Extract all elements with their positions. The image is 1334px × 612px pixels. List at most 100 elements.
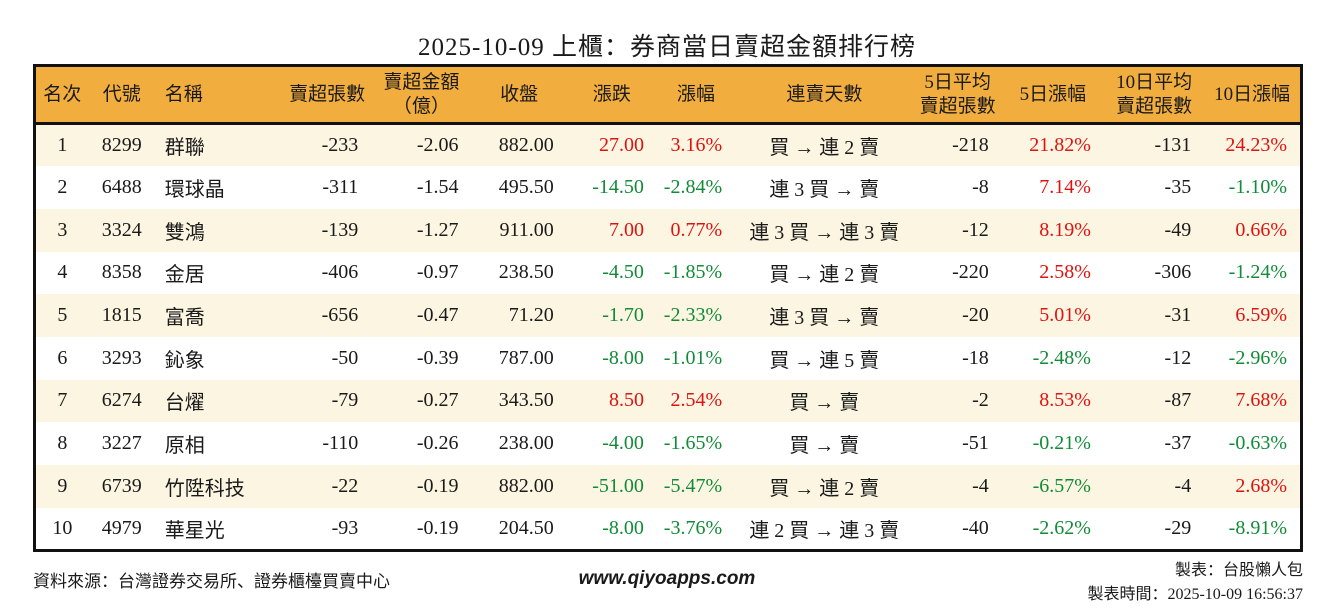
cell-pct5: -2.62%: [1032, 516, 1091, 539]
cell-rank: 7: [57, 389, 68, 412]
cell-sell_volume: -406: [321, 261, 359, 284]
cell-name: 富喬: [164, 307, 205, 330]
cell-avg5: -12: [962, 218, 989, 241]
cell-sell_amount: -0.19: [416, 516, 459, 539]
cell-close: 343.50: [498, 389, 554, 412]
cell-change: -4.00: [602, 432, 644, 455]
cell-pct5: 8.53%: [1039, 389, 1091, 412]
col-header-rank: 名次: [34, 65, 89, 125]
table-row: 6 3293 鈊象 -50 -0.39 787.00 -8.00 -1.01% 買 → 連 5 …: [34, 336, 1302, 380]
col-header-avg10: 10日平均 賣超張數: [1103, 65, 1205, 125]
cell-pct5: 2.58%: [1039, 261, 1091, 284]
table-row: 8 3227 原相 -110 -0.26 238.00 -4.00 -1.65% 買 → 賣 -5…: [34, 422, 1302, 465]
cell-pct10: -2.96%: [1228, 346, 1287, 369]
cell-change_pct: -3.76%: [663, 516, 723, 539]
table-header: 名次 代號 名稱 賣超張數 賣超金額 （億） 收盤 漲跌 漲幅 連賣天數 5日平均 賣超張數 5日漲…: [34, 65, 1302, 125]
cell-name: 華星光: [164, 519, 225, 542]
cell-change_pct: -2.33%: [663, 304, 723, 327]
cell-avg10: -29: [1164, 516, 1192, 539]
table-row: 2 6488 環球晶 -311 -1.54 495.50 -14.50 -2.84% 連 3 買…: [34, 166, 1302, 209]
cell-avg10: -35: [1164, 176, 1192, 199]
cell-pct10: -8.91%: [1228, 516, 1287, 539]
cell-sell_volume: -93: [331, 516, 359, 539]
col-header-code: 代號: [88, 65, 155, 125]
cell-name: 環球晶: [164, 179, 225, 202]
cell-name: 雙鴻: [164, 221, 205, 244]
cell-code: 8358: [101, 261, 142, 284]
cell-change: -51.00: [592, 474, 644, 497]
cell-pct5: -2.48%: [1032, 346, 1091, 369]
table-row: 10 4979 華星光 -93 -0.19 204.50 -8.00 -3.76% 連 2 買 …: [34, 507, 1302, 551]
cell-code: 3324: [101, 218, 142, 241]
cell-avg5: -40: [962, 516, 989, 539]
table-row: 3 3324 雙鴻 -139 -1.27 911.00 7.00 0.77% 連 3 買 → 連…: [34, 208, 1302, 252]
cell-streak: 買 → 賣: [789, 435, 860, 458]
cell-close: 238.50: [498, 261, 554, 284]
ranking-table: 名次 代號 名稱 賣超張數 賣超金額 （億） 收盤 漲跌 漲幅 連賣天數 5日平均 賣超張數 5日漲…: [33, 64, 1303, 552]
cell-rank: 6: [57, 346, 68, 369]
table-row: 5 1815 富喬 -656 -0.47 71.20 -1.70 -2.33% 連 3 買 → …: [34, 294, 1302, 337]
cell-avg5: -220: [952, 261, 989, 284]
data-source-note: 資料來源：台灣證券交易所、證券櫃檯買賣中心: [33, 572, 390, 591]
cell-change: -1.70: [602, 304, 644, 327]
cell-name: 竹陞科技: [164, 477, 245, 500]
cell-rank: 9: [57, 474, 68, 497]
generated-timestamp: 製表時間：2025-10-09 16:56:37: [1087, 586, 1303, 603]
cell-pct5: -0.21%: [1032, 432, 1091, 455]
col-header-streak: 連賣天數: [735, 65, 914, 125]
cell-code: 8299: [101, 134, 142, 157]
cell-rank: 1: [57, 134, 68, 157]
cell-change: -8.00: [602, 516, 644, 539]
cell-sell_amount: -0.19: [416, 474, 459, 497]
cell-streak: 買 → 連 2 賣: [769, 264, 880, 287]
cell-avg10: -306: [1154, 261, 1192, 284]
cell-close: 882.00: [498, 134, 554, 157]
cell-change: -8.00: [602, 346, 644, 369]
cell-pct10: 7.68%: [1235, 389, 1287, 412]
cell-name: 金居: [164, 264, 205, 287]
cell-sell_volume: -311: [322, 176, 359, 199]
cell-streak: 買 → 連 2 賣: [769, 477, 880, 500]
cell-sell_amount: -0.97: [416, 261, 459, 284]
cell-change_pct: -1.01%: [663, 346, 723, 369]
cell-change_pct: 3.16%: [670, 134, 723, 157]
cell-change_pct: -2.84%: [663, 176, 723, 199]
cell-change_pct: -5.47%: [663, 474, 723, 497]
cell-sell_volume: -22: [331, 474, 359, 497]
cell-streak: 連 2 買 → 連 3 賣: [749, 519, 900, 542]
cell-avg10: -87: [1164, 389, 1192, 412]
cell-rank: 10: [52, 516, 73, 539]
cell-streak: 連 3 買 → 賣: [769, 307, 880, 330]
col-header-name: 名稱: [154, 65, 284, 125]
cell-sell_volume: -110: [322, 432, 359, 455]
cell-avg10: -12: [1164, 346, 1192, 369]
cell-sell_amount: -0.26: [416, 432, 459, 455]
cell-pct10: 6.59%: [1235, 304, 1287, 327]
cell-pct10: -1.10%: [1228, 176, 1287, 199]
cell-close: 71.20: [508, 304, 554, 327]
cell-name: 群聯: [164, 137, 205, 160]
col-header-change: 漲跌: [566, 65, 657, 125]
table-header-row: 名次 代號 名稱 賣超張數 賣超金額 （億） 收盤 漲跌 漲幅 連賣天數 5日平均 賣超張數 5日漲…: [34, 65, 1302, 125]
cell-avg10: -49: [1164, 218, 1192, 241]
cell-pct10: -1.24%: [1228, 261, 1287, 284]
cell-sell_amount: -1.54: [416, 176, 459, 199]
cell-avg5: -18: [962, 346, 989, 369]
website-url: www.qiyoapps.com: [578, 568, 756, 589]
cell-sell_volume: -656: [321, 304, 359, 327]
cell-avg10: -4: [1174, 474, 1192, 497]
cell-streak: 連 3 買 → 連 3 賣: [749, 221, 900, 244]
maker-label: 製表：台股懶人包: [1174, 562, 1303, 579]
cell-pct10: 0.66%: [1235, 218, 1287, 241]
cell-rank: 3: [57, 218, 68, 241]
cell-pct10: -0.63%: [1228, 432, 1287, 455]
col-header-close: 收盤: [471, 65, 567, 125]
col-header-sell_volume: 賣超張數: [283, 65, 372, 125]
cell-avg5: -2: [972, 389, 989, 412]
cell-avg5: -8: [972, 176, 989, 199]
cell-code: 1815: [101, 304, 142, 327]
cell-pct5: 7.14%: [1039, 176, 1091, 199]
cell-rank: 4: [57, 261, 68, 284]
col-header-change_pct: 漲幅: [656, 65, 736, 125]
cell-sell_volume: -233: [321, 134, 359, 157]
